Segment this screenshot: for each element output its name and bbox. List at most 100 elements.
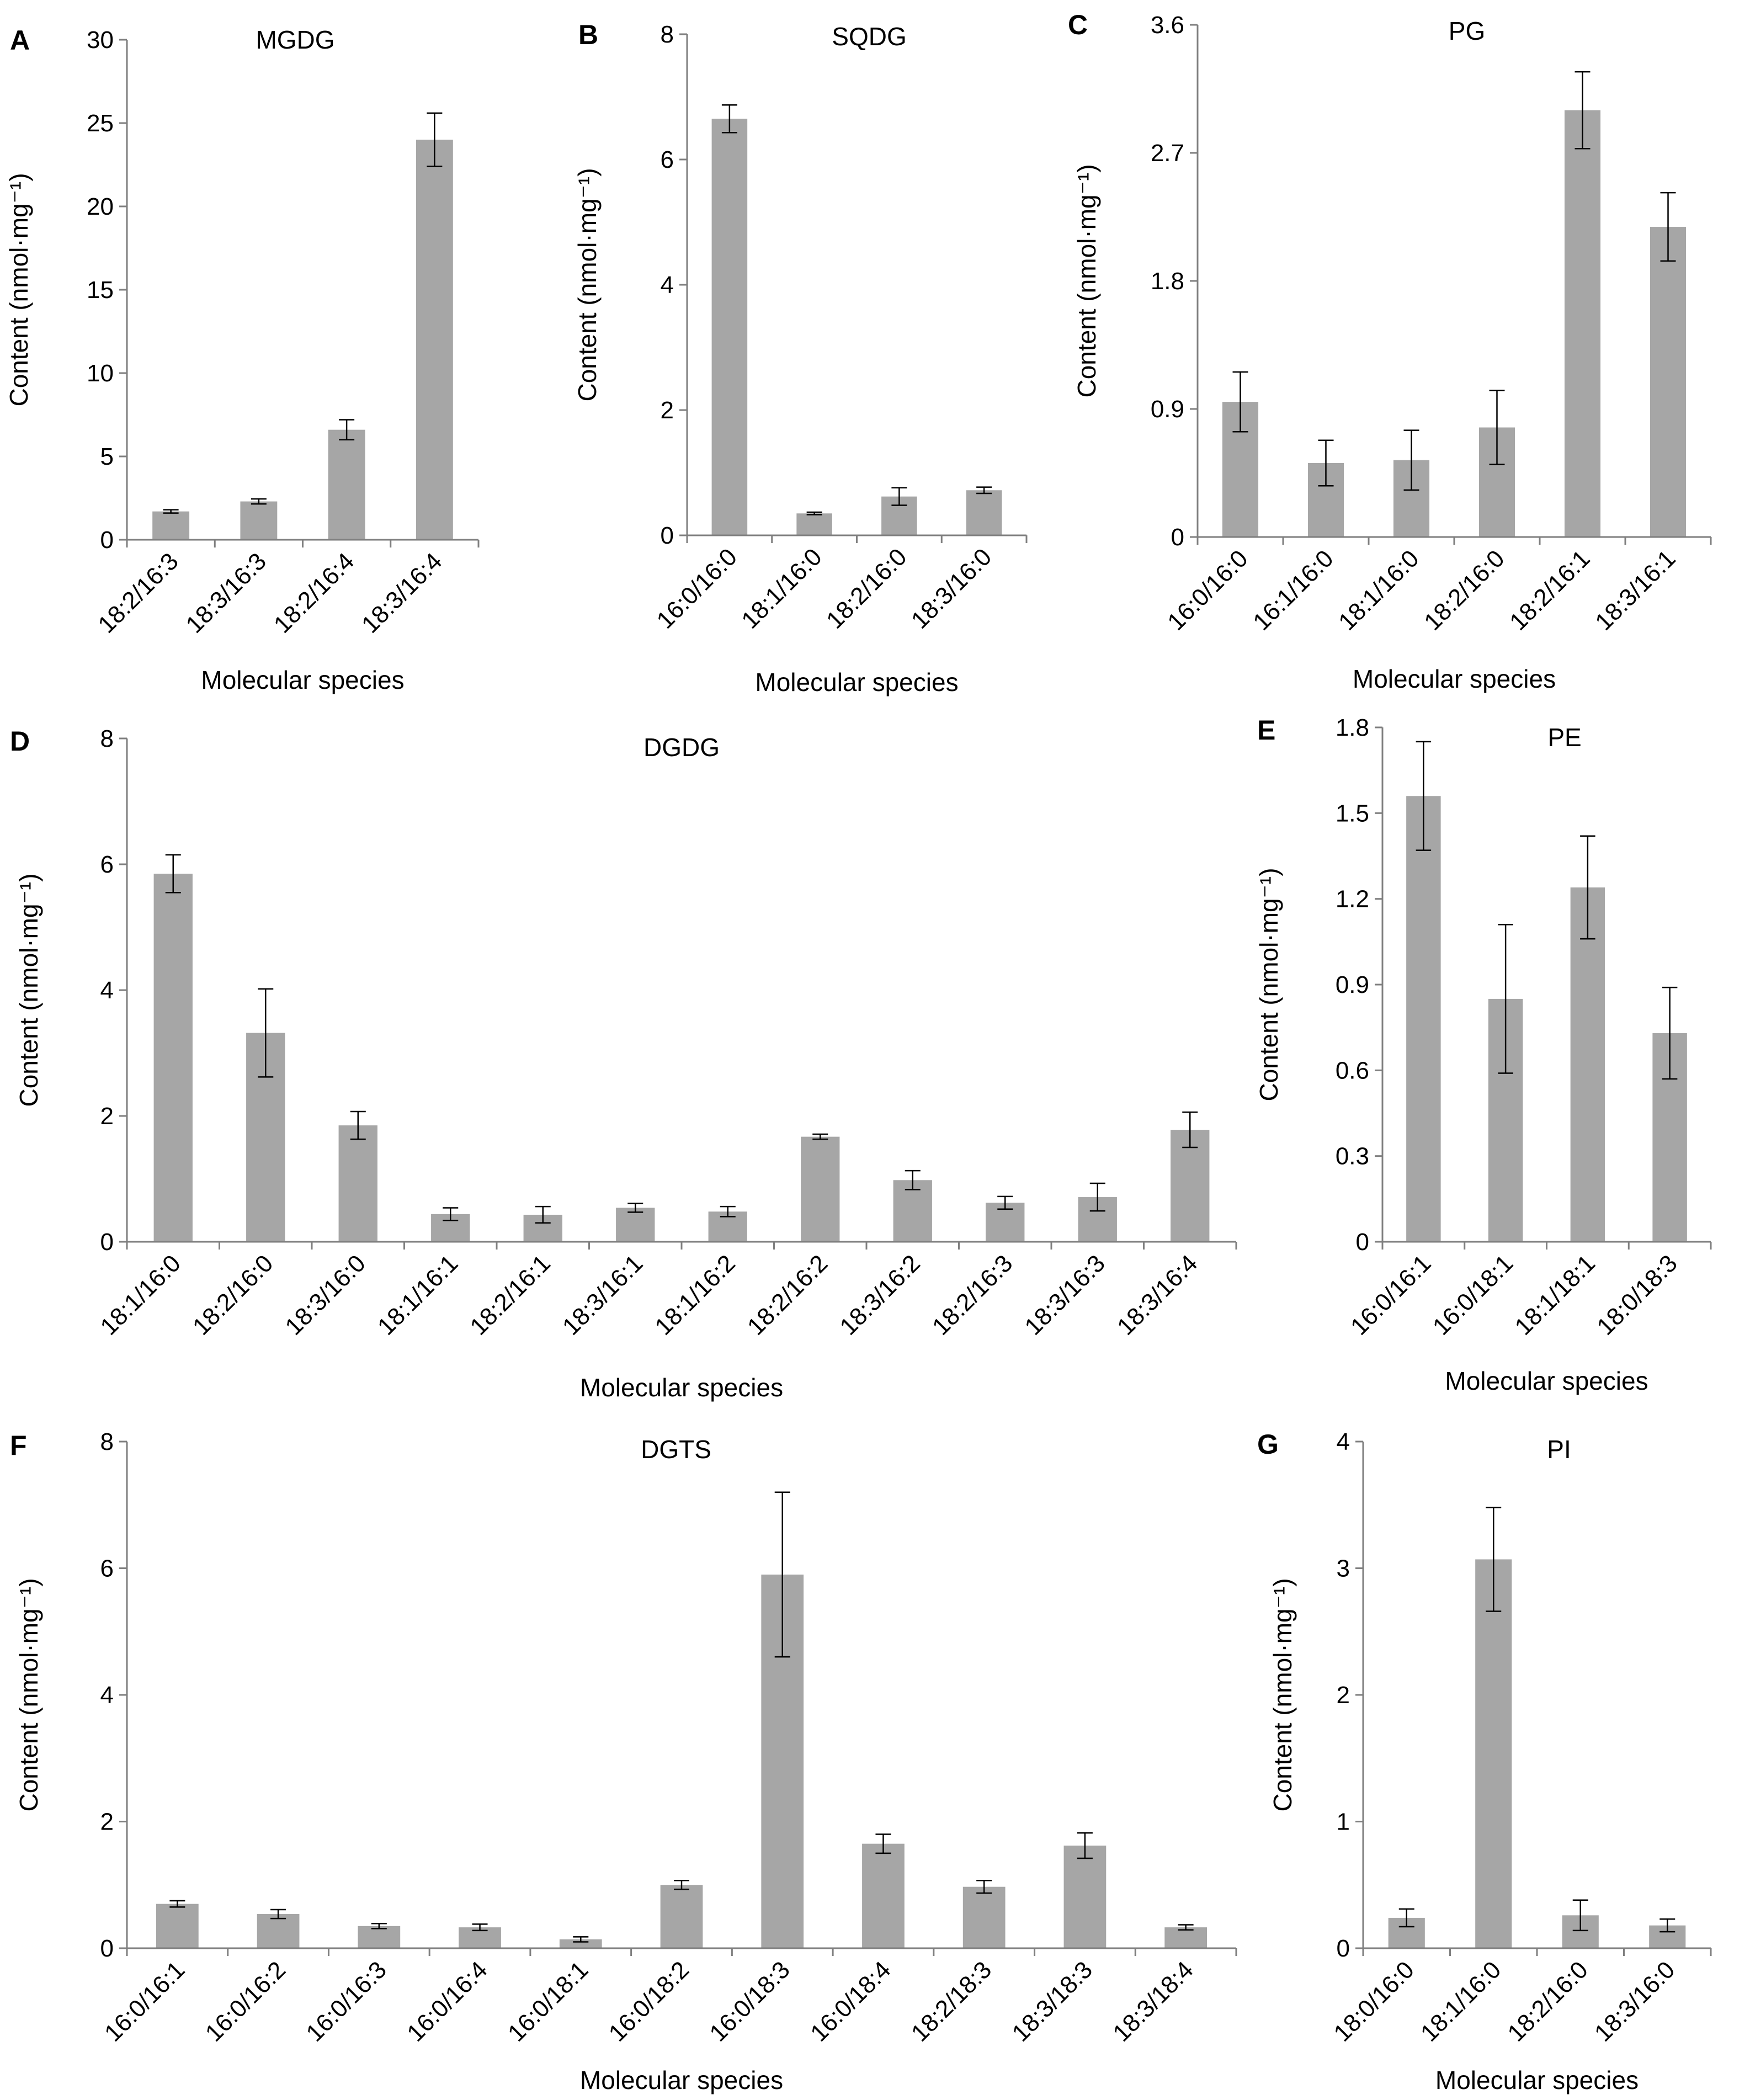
y-axis-label: Content (nmol·mg⁻¹) [14, 873, 43, 1107]
y-tick-label: 0.9 [1336, 971, 1369, 998]
panel-c: C PG 0 0.9 1.8 2.7 3.6 16:0/16:016:1/16:018:1/1… [1068, 9, 1712, 693]
x-tick-label: 18:2/16:4 [269, 547, 359, 638]
x-tick-label: 18:0/16:0 [1328, 1956, 1419, 2046]
panel-letter: A [10, 25, 30, 56]
y-axis-label: Content (nmol·mg⁻¹) [1268, 1578, 1297, 1811]
bar [862, 1843, 905, 1948]
y-axis-label: Content (nmol·mg⁻¹) [1072, 164, 1101, 397]
chart-title: SQDG [832, 22, 906, 51]
x-tick-label: 16:0/18:2 [604, 1956, 694, 2046]
bar [338, 1125, 377, 1242]
y-tick-label: 4 [661, 272, 674, 299]
bar [1063, 1846, 1107, 1948]
x-tick-label: 16:0/16:3 [301, 1956, 391, 2046]
x-tick-label: 18:3/16:1 [557, 1250, 648, 1340]
bar [1564, 110, 1601, 537]
bar [1406, 796, 1441, 1242]
y-tick-label: 25 [87, 110, 114, 137]
bar [616, 1208, 655, 1242]
y-tick-label: 5 [100, 443, 114, 470]
y-tick-label: 0 [661, 522, 674, 549]
x-tick-label: 18:3/18:3 [1007, 1956, 1098, 2046]
y-tick-label: 8 [661, 21, 674, 48]
y-tick-label: 0 [1171, 524, 1184, 551]
x-tick-label: 18:3/16:0 [906, 543, 997, 634]
chart-title: PE [1547, 723, 1581, 752]
y-tick-label: 2.7 [1151, 140, 1184, 167]
x-tick-label: 16:0/18:1 [1428, 1250, 1518, 1340]
chart-title: PI [1547, 1435, 1571, 1464]
x-tick-label: 16:0/18:4 [805, 1956, 896, 2046]
y-tick-label: 6 [100, 1555, 114, 1582]
x-tick-label: 18:1/16:0 [95, 1250, 185, 1340]
y-tick-label: 20 [87, 193, 114, 220]
x-tick-label: 18:1/16:1 [373, 1250, 463, 1340]
x-tick-label: 18:1/16:0 [1333, 545, 1424, 635]
bar [1171, 1130, 1210, 1242]
x-tick-label: 16:0/16:0 [1162, 545, 1253, 635]
x-tick-label: 18:3/16:3 [1019, 1250, 1110, 1340]
x-tick-label: 18:3/16:0 [280, 1250, 370, 1340]
x-tick-label: 18:0/18:3 [1592, 1250, 1682, 1340]
y-tick-label: 0 [100, 1935, 114, 1962]
y-tick-label: 4 [100, 1682, 114, 1709]
chart-title: PG [1449, 17, 1485, 45]
y-tick-label: 2 [661, 397, 674, 424]
bar [328, 429, 365, 540]
bar [796, 513, 832, 535]
y-tick-label: 0 [1337, 1935, 1350, 1962]
x-tick-label: 18:2/16:1 [1504, 545, 1595, 635]
y-tick-label: 3 [1337, 1555, 1350, 1582]
y-tick-label: 1 [1337, 1809, 1350, 1836]
y-tick-label: 0.9 [1151, 396, 1184, 423]
y-tick-label: 1.8 [1336, 714, 1369, 741]
bar [1475, 1559, 1512, 1948]
x-tick-label: 18:3/16:2 [834, 1250, 925, 1340]
x-tick-label: 18:3/16:4 [357, 547, 447, 638]
y-tick-label: 2 [1337, 1682, 1350, 1709]
x-axis-label: Molecular species [201, 666, 404, 694]
y-axis-label: Content (nmol·mg⁻¹) [1254, 868, 1283, 1101]
bar [152, 511, 190, 540]
x-tick-label: 16:0/16:2 [200, 1956, 291, 2046]
panel-g: G PI 0 1 2 3 4 18:0/16:018:1/16:018:2/16:018:3/… [1257, 1428, 1712, 2094]
y-tick-label: 0.3 [1336, 1143, 1369, 1170]
y-tick-label: 0 [100, 527, 114, 554]
y-tick-label: 1.8 [1151, 268, 1184, 295]
x-tick-label: 18:2/16:3 [927, 1250, 1018, 1340]
chart-title: DGDG [643, 733, 720, 762]
panel-e: E PE 0 0.3 0.6 0.9 1.2 1.5 1.8 16:0/16:116:0/18:1… [1254, 714, 1712, 1395]
y-tick-label: 8 [100, 1428, 114, 1455]
panel-a: A MGDG 0 5 10 15 20 25 30 18:2/16:318:3/16:318:2/… [4, 25, 480, 694]
x-tick-label: 18:2/18:3 [906, 1956, 997, 2046]
panel-letter: F [10, 1430, 27, 1461]
bar [559, 1939, 602, 1948]
x-tick-label: 18:1/16:0 [1416, 1956, 1506, 2046]
x-tick-label: 18:2/16:2 [742, 1250, 833, 1340]
x-tick-label: 18:2/16:0 [188, 1250, 278, 1340]
y-tick-label: 6 [100, 851, 114, 878]
y-tick-label: 15 [87, 277, 114, 304]
x-tick-label: 18:1/16:2 [650, 1250, 740, 1340]
y-tick-label: 6 [661, 146, 674, 173]
x-tick-label: 18:3/16:0 [1589, 1956, 1680, 2046]
x-tick-label: 16:0/16:4 [402, 1956, 492, 2046]
x-axis-label: Molecular species [755, 668, 958, 697]
panel-letter: B [578, 19, 598, 50]
panel-letter: D [10, 726, 30, 757]
x-tick-label: 18:2/16:0 [821, 543, 912, 634]
bar [358, 1926, 401, 1948]
bar [153, 874, 193, 1242]
bar [240, 501, 278, 540]
x-axis-label: Molecular species [1445, 1367, 1648, 1395]
x-axis-label: Molecular species [580, 2066, 783, 2094]
x-axis-label: Molecular species [580, 1373, 783, 1402]
bar [1650, 227, 1687, 537]
x-tick-label: 18:3/18:4 [1108, 1956, 1198, 2046]
chart-title: MGDG [256, 25, 334, 54]
bar [156, 1904, 199, 1948]
y-tick-label: 1.5 [1336, 800, 1369, 827]
y-tick-label: 10 [87, 360, 114, 387]
